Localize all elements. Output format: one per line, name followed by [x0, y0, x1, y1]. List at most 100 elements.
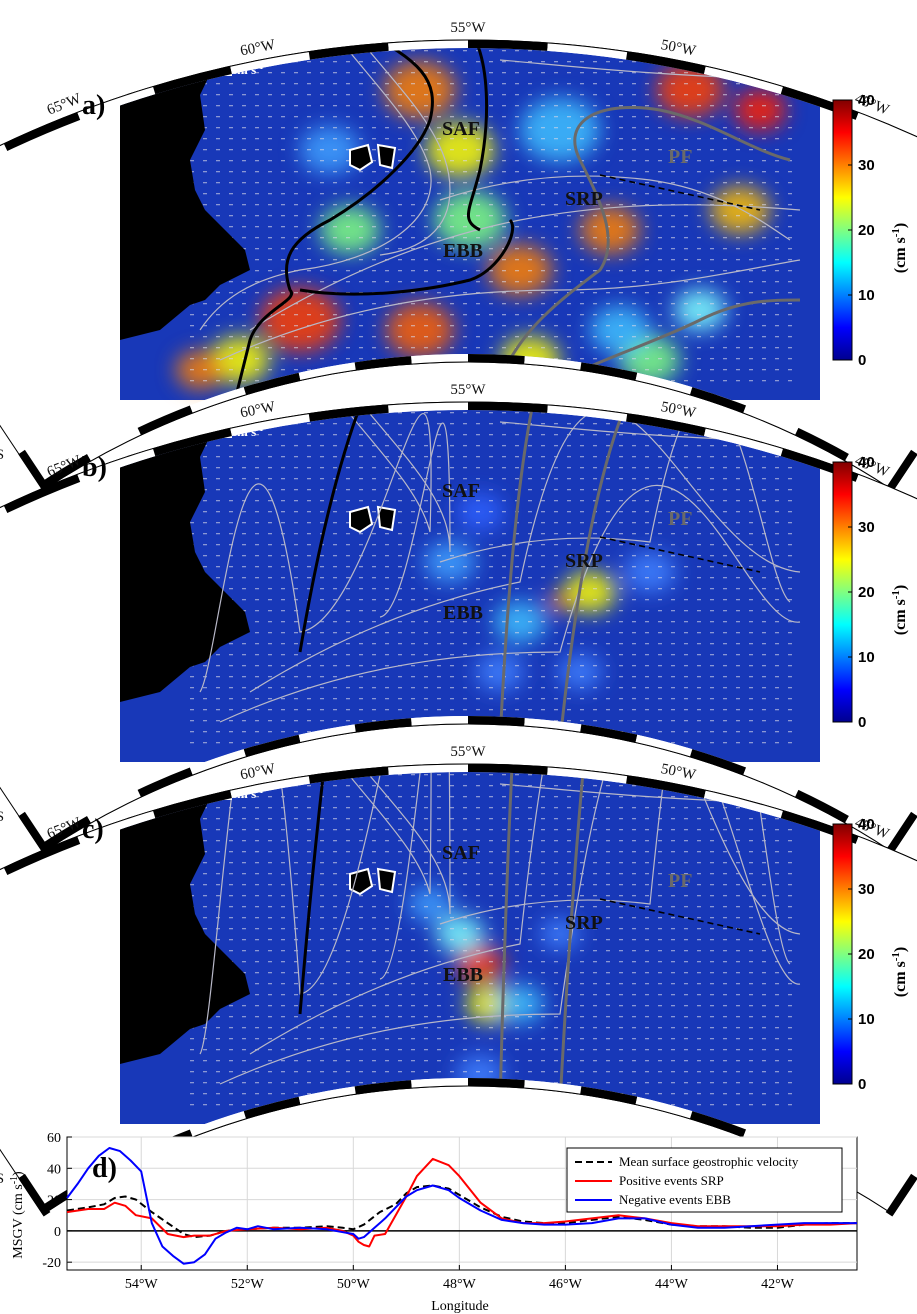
velocity-vector	[736, 511, 740, 513]
velocity-vector	[281, 972, 285, 974]
velocity-vector	[476, 665, 480, 667]
srp-section-line	[599, 174, 761, 211]
velocity-vector	[619, 522, 623, 524]
velocity-vector	[749, 511, 753, 513]
velocity-vector	[619, 94, 623, 96]
velocity-vector	[606, 742, 610, 744]
velocity-vector	[723, 829, 727, 831]
velocity-vector	[697, 522, 701, 524]
velocity-vector	[450, 1060, 454, 1062]
velocity-vector	[775, 1082, 779, 1084]
velocity-vector	[255, 599, 259, 601]
velocity-vector	[658, 895, 662, 897]
velocity-vector	[762, 588, 766, 590]
velocity-vector	[320, 259, 324, 261]
velocity-vector	[658, 818, 662, 820]
velocity-vector	[203, 489, 207, 491]
velocity-vector	[593, 1038, 597, 1040]
velocity-vector	[645, 1049, 649, 1051]
velocity-vector	[411, 785, 415, 787]
velocity-vector	[255, 895, 259, 897]
velocity-vector	[333, 566, 337, 568]
velocity-vector	[567, 884, 571, 886]
velocity-vector	[307, 698, 311, 700]
velocity-vector	[788, 325, 792, 327]
velocity-vector	[229, 511, 233, 513]
velocity-vector	[359, 983, 363, 985]
velocity-vector	[645, 621, 649, 623]
velocity-vector	[671, 818, 675, 820]
velocity-vector	[333, 676, 337, 678]
velocity-vector	[281, 215, 285, 217]
velocity-vector	[268, 698, 272, 700]
velocity-vector	[606, 105, 610, 107]
velocity-vector	[346, 1060, 350, 1062]
velocity-vector	[580, 643, 584, 645]
velocity-vector	[268, 456, 272, 458]
velocity-vector	[580, 500, 584, 502]
velocity-vector	[307, 500, 311, 502]
frame-tick	[0, 1136, 25, 1179]
velocity-vector	[567, 511, 571, 513]
velocity-vector	[424, 314, 428, 316]
velocity-vector	[424, 412, 428, 414]
velocity-vector	[762, 72, 766, 74]
velocity-vector	[749, 1104, 753, 1106]
velocity-vector	[242, 500, 246, 502]
velocity-vector	[281, 851, 285, 853]
velocity-vector	[411, 171, 415, 173]
frame-tick	[743, 405, 799, 436]
velocity-vector	[762, 862, 766, 864]
velocity-vector	[528, 215, 532, 217]
velocity-vector	[450, 434, 454, 436]
velocity-vector	[554, 1005, 558, 1007]
velocity-vector	[333, 917, 337, 919]
velocity-vector	[450, 972, 454, 974]
velocity-vector	[580, 347, 584, 349]
velocity-vector	[255, 917, 259, 919]
velocity-vector	[489, 1027, 493, 1029]
velocity-vector	[307, 720, 311, 722]
velocity-vector	[554, 676, 558, 678]
velocity-vector	[229, 566, 233, 568]
velocity-vector	[502, 1049, 506, 1051]
velocity-vector	[242, 160, 246, 162]
velocity-vector	[554, 522, 558, 524]
velocity-vector	[437, 785, 441, 787]
velocity-vector	[606, 1005, 610, 1007]
velocity-vector	[632, 138, 636, 140]
velocity-vector	[359, 105, 363, 107]
velocity-vector	[346, 939, 350, 941]
velocity-vector	[398, 774, 402, 776]
velocity-vector	[710, 785, 714, 787]
velocity-vector	[359, 1060, 363, 1062]
velocity-vector	[294, 467, 298, 469]
velocity-vector	[515, 829, 519, 831]
velocity-vector	[489, 566, 493, 568]
velocity-vector	[502, 533, 506, 535]
velocity-vector	[398, 83, 402, 85]
velocity-vector	[749, 358, 753, 360]
colorbar-label: (cm s-1)	[890, 947, 909, 997]
velocity-vector	[424, 621, 428, 623]
velocity-vector	[619, 292, 623, 294]
velocity-vector	[242, 851, 246, 853]
velocity-vector	[489, 862, 493, 864]
velocity-vector	[281, 950, 285, 952]
velocity-vector	[697, 709, 701, 711]
velocity-vector	[359, 1104, 363, 1106]
frame-tick	[388, 402, 469, 413]
velocity-vector	[359, 862, 363, 864]
velocity-vector	[489, 127, 493, 129]
velocity-vector	[541, 489, 545, 491]
velocity-vector	[502, 774, 506, 776]
velocity-vector	[385, 785, 389, 787]
velocity-vector	[437, 994, 441, 996]
velocity-vector	[541, 314, 545, 316]
velocity-vector	[411, 698, 415, 700]
velocity-vector	[281, 577, 285, 579]
velocity-vector	[710, 533, 714, 535]
velocity-vector	[749, 709, 753, 711]
velocity-vector	[593, 544, 597, 546]
velocity-vector	[528, 742, 532, 744]
